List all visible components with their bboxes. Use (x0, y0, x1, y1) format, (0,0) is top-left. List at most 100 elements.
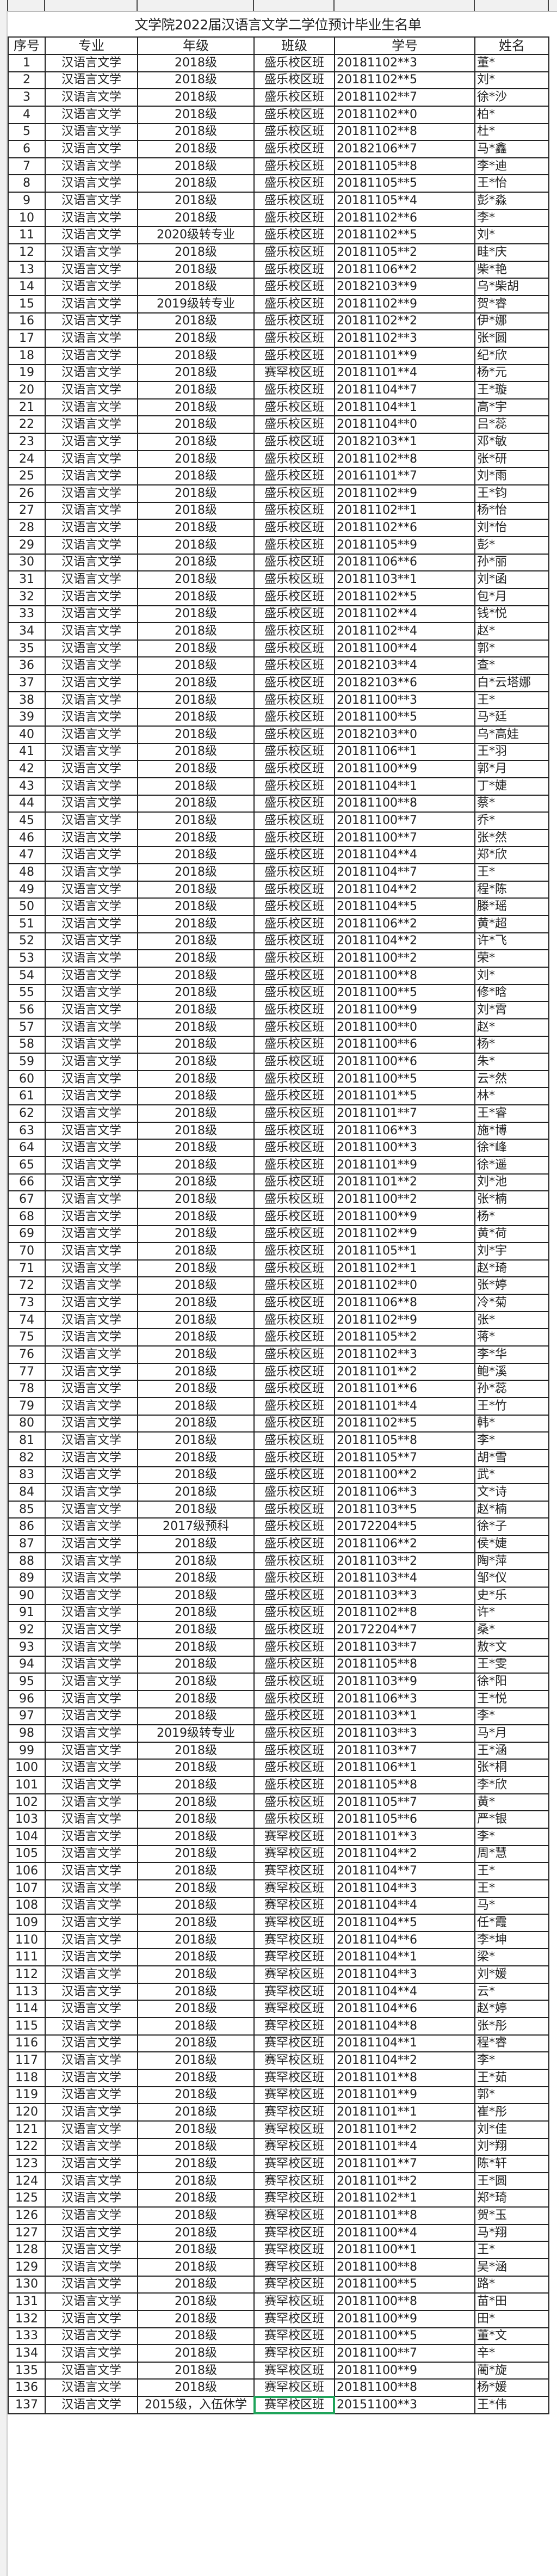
cell-grade[interactable]: 2018级 (137, 2275, 255, 2294)
cell-seq[interactable]: 29 (8, 536, 46, 555)
cell-seq[interactable]: 15 (8, 294, 46, 313)
cell-seq[interactable]: 78 (8, 1380, 46, 1398)
cell-seq[interactable]: 23 (8, 433, 46, 451)
cell-major[interactable]: 汉语言文学 (45, 1156, 138, 1175)
cell-class[interactable]: 赛罕校区班 (253, 2086, 335, 2105)
cell-seq[interactable]: 42 (8, 760, 46, 778)
cell-seq[interactable]: 53 (8, 949, 46, 968)
cell-name[interactable]: 赵* (474, 1018, 549, 1037)
cell-seq[interactable]: 50 (8, 897, 46, 917)
cell-major[interactable]: 汉语言文学 (45, 157, 138, 176)
cell-name[interactable]: 李* (474, 1431, 549, 1450)
cell-major[interactable]: 汉语言文学 (45, 1914, 138, 1932)
cell-class[interactable]: 盛乐校区班 (253, 897, 335, 917)
cell-grade[interactable]: 2018级 (137, 897, 255, 917)
cell-student-id[interactable]: 20172204**7 (334, 1621, 475, 1639)
cell-class[interactable]: 赛罕校区班 (253, 1982, 335, 2001)
cell-class[interactable]: 盛乐校区班 (253, 1793, 335, 1812)
cell-student-id[interactable]: 20181104**3 (334, 1965, 475, 1984)
cell-student-id[interactable]: 20181100**7 (334, 811, 475, 830)
cell-student-id[interactable]: 20151100**3 (334, 2396, 475, 2414)
cell-name[interactable]: 张*桐 (474, 1759, 549, 1778)
cell-name[interactable]: 郭* (474, 639, 549, 658)
cell-major[interactable]: 汉语言文学 (45, 1294, 138, 1312)
cell-student-id[interactable]: 20181102**2 (334, 312, 475, 331)
cell-grade[interactable]: 2018级 (137, 1483, 255, 1502)
cell-major[interactable]: 汉语言文学 (45, 2361, 138, 2380)
cell-name[interactable]: 刘*雨 (474, 467, 549, 486)
cell-grade[interactable]: 2018级 (137, 1139, 255, 1157)
cell-grade[interactable]: 2018级 (137, 329, 255, 348)
cell-grade[interactable]: 2018级 (137, 1759, 255, 1778)
cell-student-id[interactable]: 20181104**4 (334, 1982, 475, 2001)
cell-grade[interactable]: 2018级 (137, 1621, 255, 1639)
cell-student-id[interactable]: 20181105**7 (334, 1793, 475, 1812)
selected-cell[interactable]: 赛罕校区班 (253, 2396, 335, 2414)
cell-student-id[interactable]: 20161101**7 (334, 467, 475, 486)
cell-name[interactable]: 刘*池 (474, 1173, 549, 1192)
cell-seq[interactable]: 130 (8, 2275, 46, 2294)
cell-class[interactable]: 盛乐校区班 (253, 1242, 335, 1261)
cell-seq[interactable]: 43 (8, 777, 46, 796)
cell-major[interactable]: 汉语言文学 (45, 1793, 138, 1812)
cell-student-id[interactable]: 20182103**6 (334, 674, 475, 692)
cell-class[interactable]: 赛罕校区班 (253, 1948, 335, 1967)
cell-student-id[interactable]: 20181102**8 (334, 122, 475, 142)
cell-grade[interactable]: 2018级 (137, 966, 255, 985)
cell-seq[interactable]: 89 (8, 1569, 46, 1588)
cell-student-id[interactable]: 20181102**7 (334, 88, 475, 107)
cell-grade[interactable]: 2018级 (137, 1466, 255, 1485)
cell-grade[interactable]: 2018级 (137, 501, 255, 520)
cell-major[interactable]: 汉语言文学 (45, 1621, 138, 1639)
cell-seq[interactable]: 85 (8, 1500, 46, 1519)
cell-grade[interactable]: 2018级 (137, 1827, 255, 1846)
cell-name[interactable]: 查* (474, 656, 549, 675)
cell-grade[interactable]: 2018级 (137, 1982, 255, 2001)
cell-name[interactable]: 徐*子 (474, 1517, 549, 1536)
cell-seq[interactable]: 83 (8, 1466, 46, 1485)
cell-class[interactable]: 盛乐校区班 (253, 1673, 335, 1691)
cell-name[interactable]: 文*诗 (474, 1483, 549, 1502)
cell-name[interactable]: 吕*蕊 (474, 415, 549, 434)
cell-name[interactable]: 孙*蕊 (474, 1380, 549, 1398)
cell-class[interactable]: 盛乐校区班 (253, 1035, 335, 1054)
cell-student-id[interactable]: 20181102**1 (334, 501, 475, 520)
cell-student-id[interactable]: 20181102**3 (334, 329, 475, 348)
cell-seq[interactable]: 125 (8, 2189, 46, 2208)
cell-seq[interactable]: 51 (8, 915, 46, 933)
cell-student-id[interactable]: 20181100**7 (334, 2344, 475, 2363)
cell-student-id[interactable]: 20181101**9 (334, 1156, 475, 1175)
cell-student-id[interactable]: 20181100**1 (334, 2241, 475, 2259)
cell-student-id[interactable]: 20181100**8 (334, 794, 475, 813)
cell-name[interactable]: 黄*荷 (474, 1225, 549, 1244)
cell-seq[interactable]: 21 (8, 398, 46, 417)
cell-class[interactable]: 赛罕校区班 (253, 2344, 335, 2363)
cell-seq[interactable]: 94 (8, 1655, 46, 1674)
cell-major[interactable]: 汉语言文学 (45, 1139, 138, 1157)
cell-class[interactable]: 盛乐校区班 (253, 398, 335, 417)
cell-major[interactable]: 汉语言文学 (45, 122, 138, 142)
cell-major[interactable]: 汉语言文学 (45, 226, 138, 245)
cell-seq[interactable]: 96 (8, 1689, 46, 1708)
cell-seq[interactable]: 22 (8, 415, 46, 434)
cell-grade[interactable]: 2018级 (137, 2309, 255, 2328)
cell-grade[interactable]: 2018级 (137, 243, 255, 262)
cell-grade[interactable]: 2018级 (137, 2086, 255, 2105)
cell-class[interactable]: 盛乐校区班 (253, 1587, 335, 1605)
cell-major[interactable]: 汉语言文学 (45, 1552, 138, 1571)
cell-class[interactable]: 盛乐校区班 (253, 622, 335, 641)
cell-name[interactable]: 乔* (474, 811, 549, 830)
cell-student-id[interactable]: 20181104**1 (334, 398, 475, 417)
cell-seq[interactable]: 131 (8, 2292, 46, 2311)
cell-grade[interactable]: 2018级 (137, 1431, 255, 1450)
cell-name[interactable]: 陈*轩 (474, 2155, 549, 2173)
cell-seq[interactable]: 4 (8, 105, 46, 124)
cell-seq[interactable]: 2 (8, 71, 46, 90)
cell-name[interactable]: 王* (474, 691, 549, 710)
cell-student-id[interactable]: 20181101**1 (334, 2103, 475, 2122)
cell-class[interactable]: 赛罕校区班 (253, 2000, 335, 2019)
cell-class[interactable]: 盛乐校区班 (253, 192, 335, 210)
cell-seq[interactable]: 128 (8, 2241, 46, 2259)
cell-class[interactable]: 盛乐校区班 (253, 243, 335, 262)
cell-name[interactable]: 荣* (474, 949, 549, 968)
